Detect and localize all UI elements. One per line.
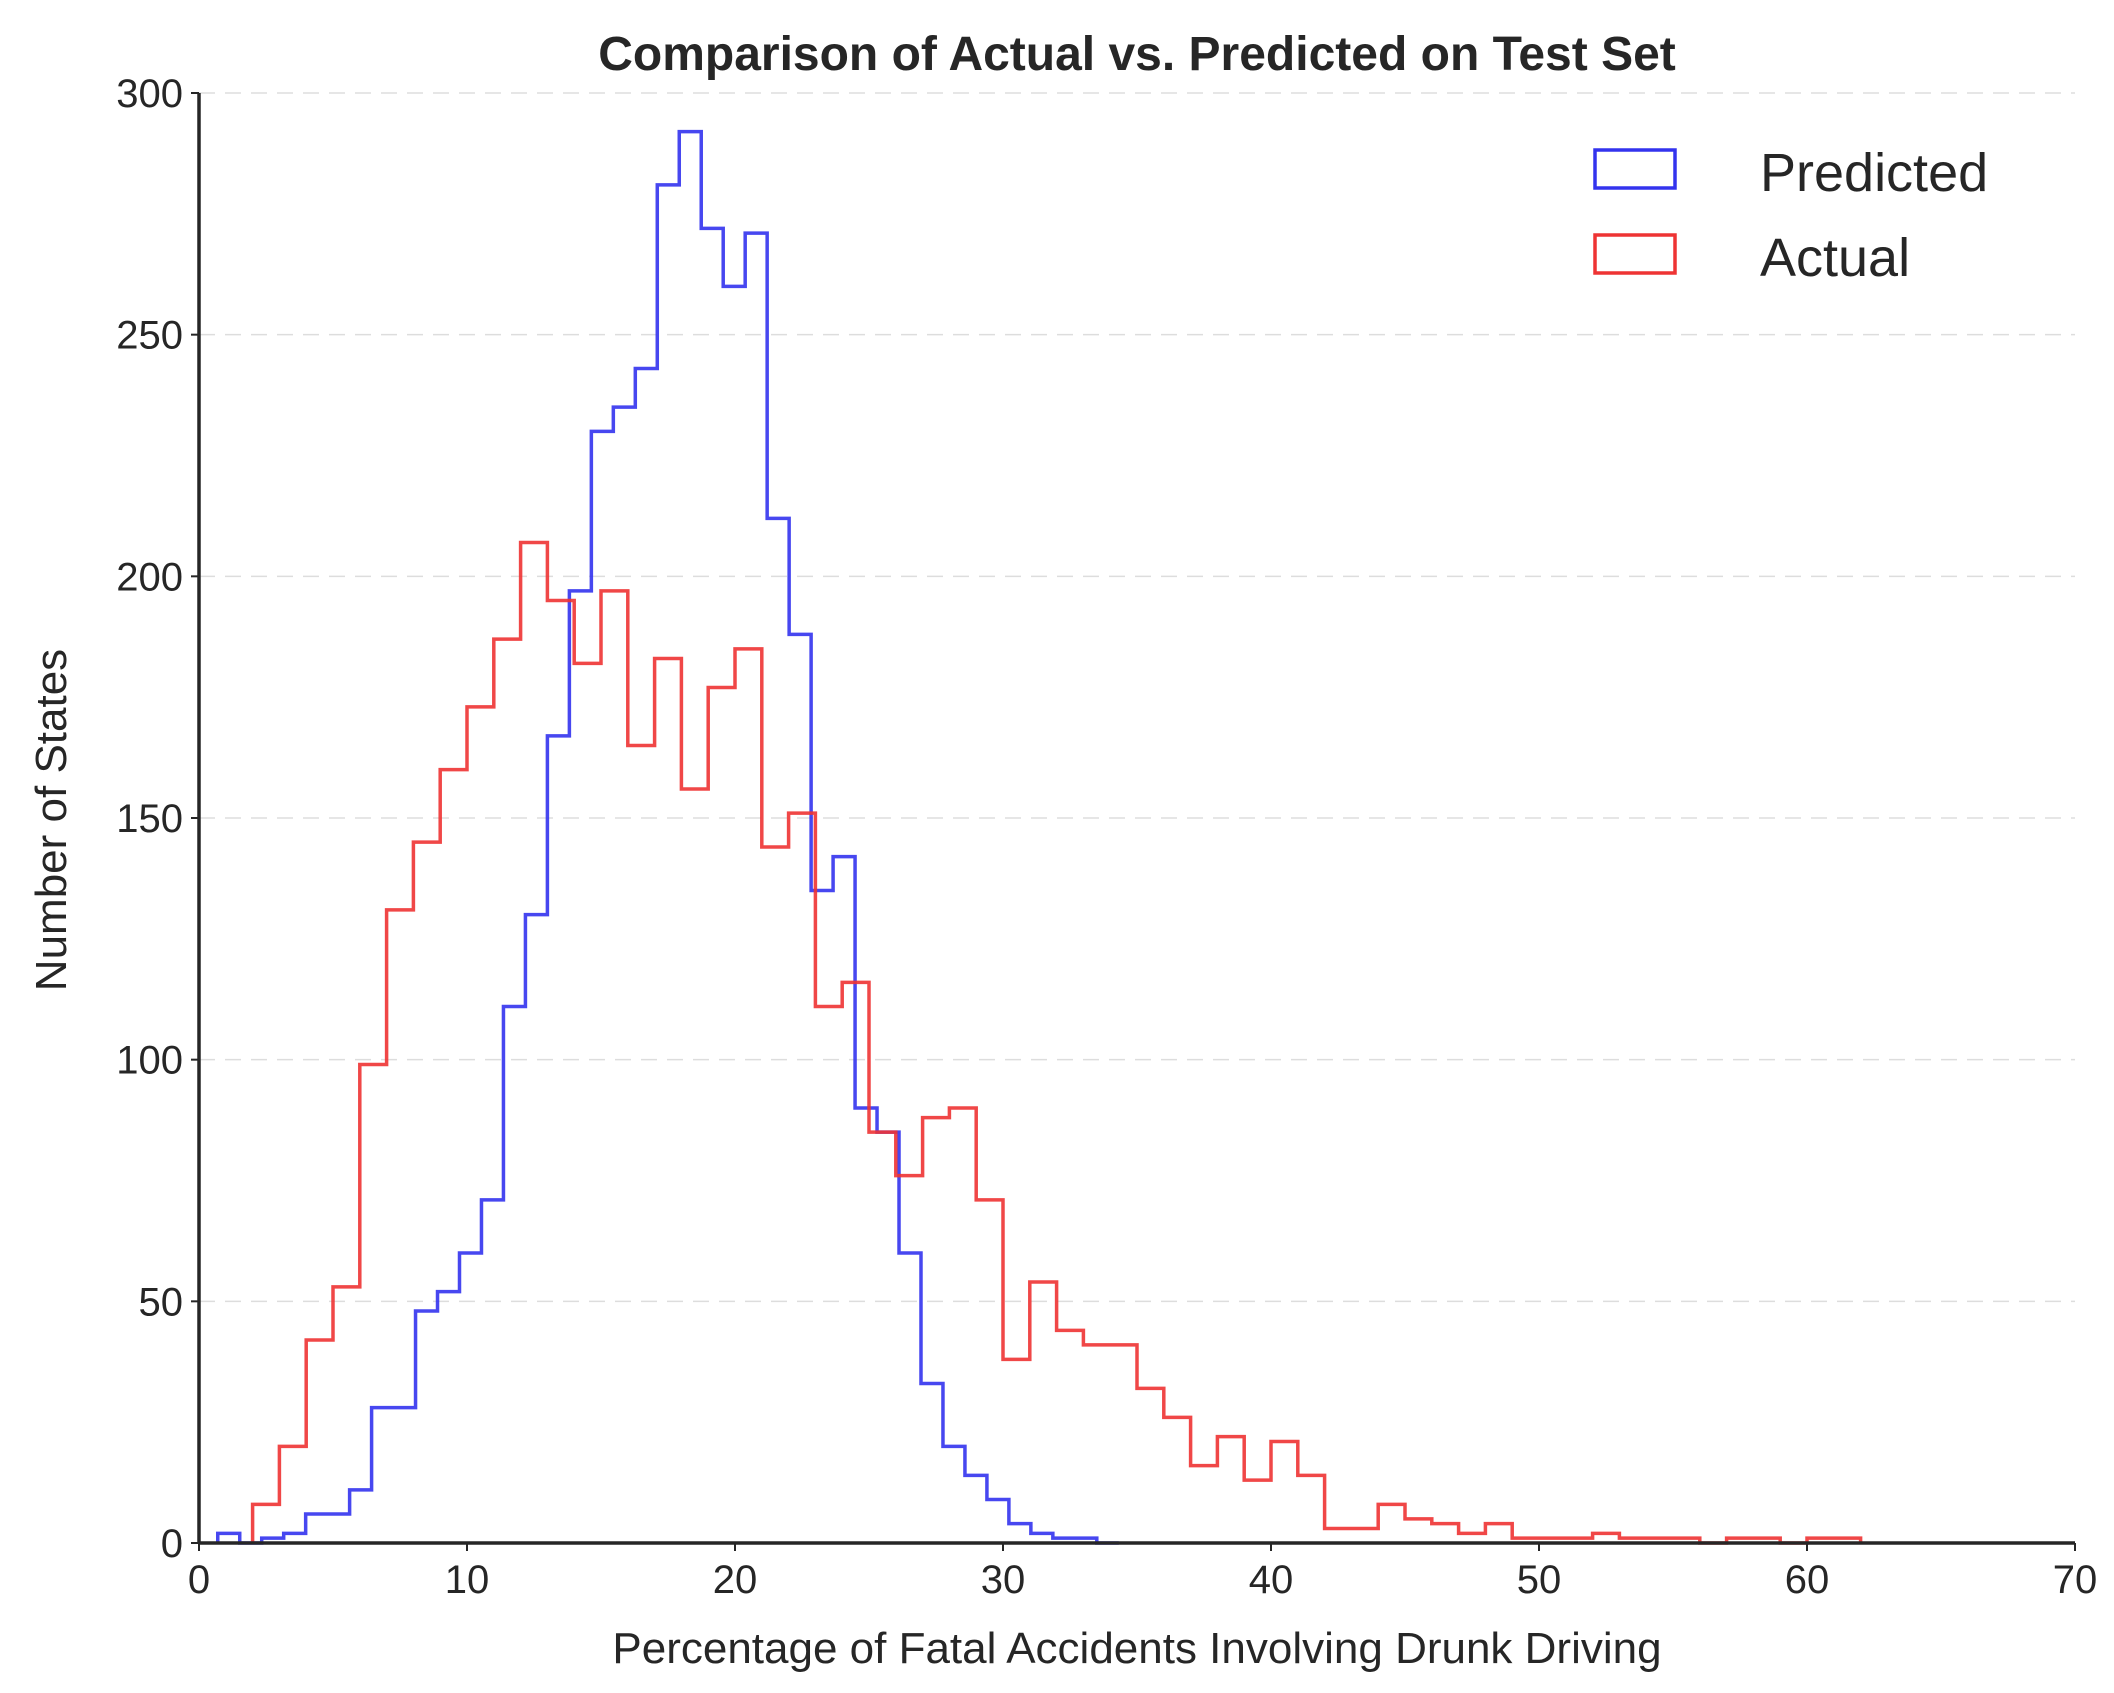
legend: Predicted Actual	[1593, 143, 1988, 288]
y-tick-label: 200	[116, 555, 183, 599]
y-axis-label: Number of States	[27, 649, 76, 991]
x-tick-label: 0	[188, 1558, 210, 1602]
legend-label-predicted: Predicted	[1760, 143, 1988, 203]
y-tick-label: 100	[116, 1039, 183, 1083]
chart-title: Comparison of Actual vs. Predicted on Te…	[598, 28, 1676, 81]
y-tick-label: 50	[139, 1280, 184, 1324]
x-tick-label: 50	[1517, 1558, 1562, 1602]
histogram-step-actual	[250, 540, 1863, 1545]
grid-lines	[199, 92, 2075, 1303]
y-tick-label: 250	[116, 314, 183, 358]
x-tick-label: 30	[981, 1558, 1026, 1602]
histogram-series	[216, 129, 1863, 1545]
legend-swatch-predicted	[1593, 148, 1677, 190]
x-axis-ticks: 0 10 20 30 40 50 60 70	[188, 1543, 2097, 1602]
x-tick-label: 60	[1785, 1558, 1830, 1602]
y-tick-label: 300	[116, 72, 183, 116]
y-tick-label: 150	[116, 797, 183, 841]
x-tick-label: 40	[1249, 1558, 1294, 1602]
x-axis-label: Percentage of Fatal Accidents Involving …	[612, 1624, 1661, 1673]
y-axis-ticks: 0 50 100 150 200 250 300	[116, 72, 199, 1566]
legend-swatch-actual	[1593, 233, 1677, 275]
y-tick-label: 0	[161, 1522, 183, 1566]
x-tick-label: 10	[445, 1558, 490, 1602]
x-tick-label: 70	[2053, 1558, 2098, 1602]
legend-label-actual: Actual	[1760, 228, 1910, 288]
histogram-step-predicted	[216, 129, 1119, 1545]
x-tick-label: 20	[713, 1558, 758, 1602]
